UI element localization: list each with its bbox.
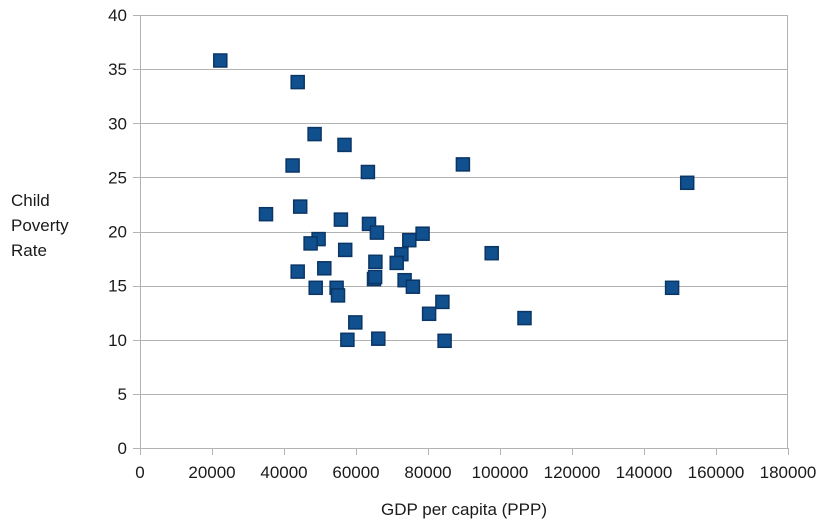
data-point-21 [368,254,383,270]
data-point-33 [421,306,437,322]
data-point-6 [360,164,376,180]
y-tick-labels: 0 5 10 15 20 25 30 35 40 [108,6,127,458]
data-point-1 [290,74,305,90]
y-tick-label: 20 [108,223,127,242]
data-points [213,53,695,349]
data-point-31 [664,280,680,296]
data-point-12 [369,225,385,240]
data-point-37 [371,331,386,346]
data-point-35 [348,315,363,330]
x-tick-label: 120000 [544,463,601,482]
y-tick-label: 40 [108,6,127,25]
x-tick-label: 40000 [260,463,307,482]
data-point-34 [517,310,532,326]
y-tick-label: 15 [108,277,127,296]
y-tick-label: 10 [108,331,127,350]
data-point-17 [337,242,353,258]
x-tick-labels: 0 20000 40000 60000 80000 100000 120000 140000 1… [135,463,816,482]
data-point-13 [415,226,430,241]
x-tick-label: 20000 [188,463,235,482]
data-point-30 [330,288,346,303]
data-point-10 [333,212,349,227]
x-tick-label: 60000 [332,463,379,482]
data-point-23 [290,264,305,279]
data-point-8 [292,199,308,214]
x-tick-label: 140000 [616,463,673,482]
y-tick-label: 0 [118,439,127,458]
data-point-19 [484,245,499,261]
y-tick-label: 5 [118,385,127,404]
data-point-16 [402,232,417,248]
data-point-4 [285,158,300,173]
data-point-5 [455,157,471,172]
x-tick-label: 180000 [760,463,817,482]
x-tick-label: 80000 [404,463,451,482]
data-point-22 [317,261,332,276]
y-axis-label: Child Poverty Rate [11,188,91,263]
data-point-7 [679,175,695,191]
x-tick-label: 100000 [472,463,529,482]
gridlines [140,15,788,395]
y-tick-label: 25 [108,168,127,187]
x-tick-label: 0 [135,463,144,482]
data-point-36 [340,332,355,348]
x-tick-label: 160000 [688,463,745,482]
data-point-2 [307,126,322,142]
y-axis-label-line-1: Child [11,191,50,210]
data-point-15 [303,236,318,251]
y-tick-label: 35 [108,60,127,79]
data-point-28 [308,280,323,296]
y-tick-label: 30 [108,114,127,133]
data-point-3 [337,137,352,153]
data-point-20 [389,255,404,271]
plot-frame [133,15,789,455]
y-axis-label-line-2: Poverty [11,216,69,235]
data-point-32 [435,294,450,310]
x-axis-label: GDP per capita (PPP) [381,500,547,519]
y-axis-label-line-3: Rate [11,241,47,260]
data-point-38 [437,333,452,349]
data-point-9 [258,206,274,222]
data-point-0 [213,53,228,68]
data-point-27 [405,279,421,294]
data-point-25 [367,269,383,285]
